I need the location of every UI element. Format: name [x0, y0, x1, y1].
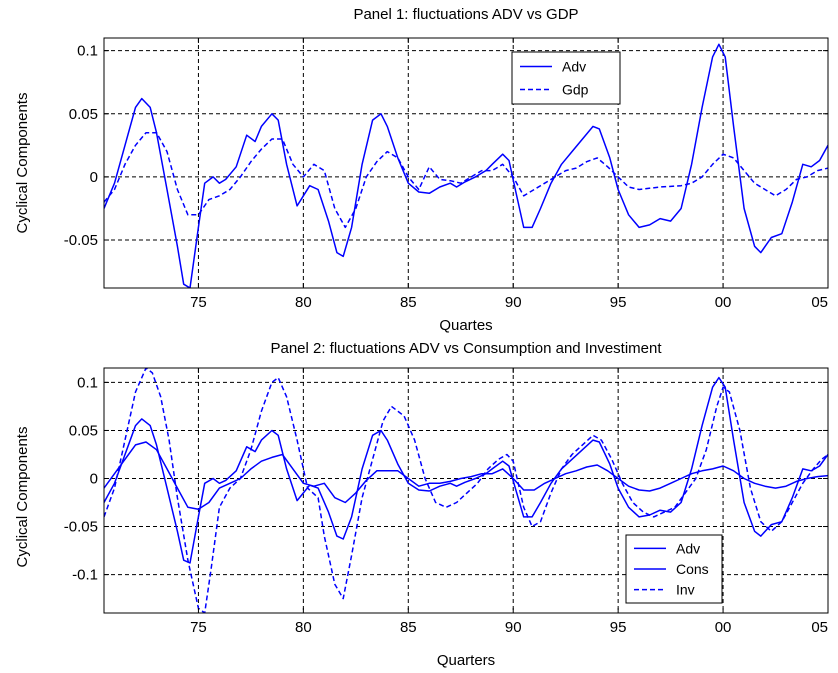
series-line-cons [104, 441, 828, 510]
y-tick-label: 0.1 [77, 374, 98, 391]
legend-label: Adv [562, 59, 586, 75]
x-tick-label: 00 [715, 619, 732, 636]
panel-2-plot-area [103, 367, 829, 614]
y-tick-label: -0.1 [72, 567, 98, 584]
panel-1-series [104, 43, 828, 288]
x-tick-label: 95 [610, 619, 627, 636]
x-tick-label: 00 [715, 294, 732, 311]
y-tick-label: -0.05 [64, 232, 98, 249]
legend-label: Adv [676, 540, 700, 556]
series-line-gdp [104, 131, 828, 229]
x-tick-label: 90 [505, 619, 522, 636]
y-tick-label: 0 [90, 169, 98, 186]
legend-label: Inv [676, 582, 695, 598]
panel-1-xlabel: Quartes [439, 317, 492, 334]
panel-2: Panel 2: fluctuations ADV vs Consumption… [14, 340, 829, 669]
panel-1: Panel 1: fluctuations ADV vs GDP Cyclica… [14, 6, 829, 334]
y-tick-label: 0.05 [69, 422, 98, 439]
x-tick-label: 75 [190, 619, 207, 636]
y-tick-label: 0.1 [77, 43, 98, 60]
panel-1-ticks: 75 80 85 90 95 00 05 -0.05 0 0.05 0.1 [64, 38, 829, 311]
x-tick-label: 95 [610, 294, 627, 311]
panel-1-grid [104, 38, 829, 288]
panel-1-legend: Adv Gdp [511, 51, 621, 105]
panel-2-ticks: 75 80 85 90 95 00 05 -0.1 -0.05 0 0.05 0.1 [64, 368, 829, 636]
panel-2-legend: Adv Cons Inv [625, 534, 723, 604]
panel-2-title: Panel 2: fluctuations ADV vs Consumption… [270, 340, 662, 357]
legend-label: Cons [676, 561, 709, 577]
series-line-inv [104, 368, 828, 613]
panel-2-series [104, 368, 828, 613]
x-tick-label: 80 [295, 294, 312, 311]
y-tick-label: 0 [90, 470, 98, 487]
x-tick-label: 75 [190, 294, 207, 311]
series-line-adv [104, 43, 828, 288]
panel-1-title: Panel 1: fluctuations ADV vs GDP [353, 6, 578, 23]
legend-box [511, 51, 621, 105]
x-tick-label: 85 [400, 619, 417, 636]
x-tick-label: 05 [811, 619, 828, 636]
x-tick-label: 80 [295, 619, 312, 636]
x-tick-label: 85 [400, 294, 417, 311]
panel-1-ylabel: Cyclical Components [14, 93, 31, 234]
y-tick-label: -0.05 [64, 519, 98, 536]
panel-2-ylabel: Cyclical Components [14, 427, 31, 568]
panel-1-plot-area [103, 37, 829, 289]
y-tick-label: 0.05 [69, 106, 98, 123]
legend-label: Gdp [562, 82, 589, 98]
series-line-adv [104, 376, 828, 564]
x-tick-label: 05 [811, 294, 828, 311]
panel-2-xlabel: Quarters [437, 652, 495, 669]
x-tick-label: 90 [505, 294, 522, 311]
